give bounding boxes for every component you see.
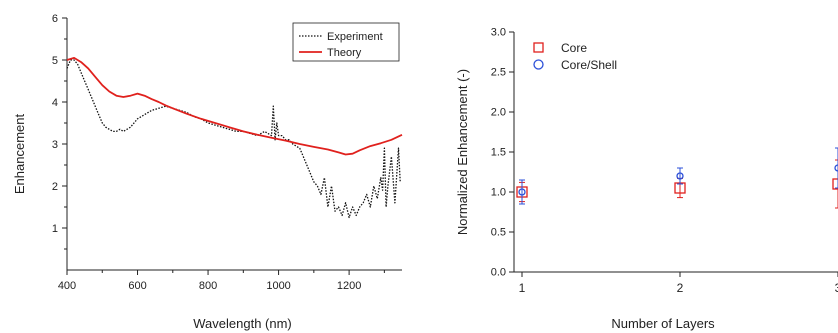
chart-b-x-tick-label: 2 xyxy=(677,281,684,295)
chart-a-x-axis-title: Wavelength (nm) xyxy=(193,316,292,331)
chart-a-y-tick-label: 4 xyxy=(52,97,58,109)
chart-b-x-tick-label: 1 xyxy=(519,281,526,295)
chart-a-legend-label-1: Theory xyxy=(327,47,362,59)
chart-b-legend-label-1: Core/Shell xyxy=(561,58,617,72)
chart-a-legend: Experiment Theory xyxy=(292,22,400,62)
chart-a-y-tick-label: 2 xyxy=(52,181,58,193)
chart-a-series-line-0 xyxy=(66,59,401,219)
chart-b-y-tick-label: 0.0 xyxy=(491,267,506,279)
chart-a-x-tick-label: 1000 xyxy=(266,280,290,292)
chart-b-y-tick-label: 3.0 xyxy=(491,27,506,39)
chart-a-series-line-1 xyxy=(66,57,403,156)
chart-b-point-core-shell xyxy=(676,172,684,180)
chart-b-x-axis-title: Number of Layers xyxy=(611,316,715,331)
chart-a-x-tick-label: 400 xyxy=(58,280,76,292)
chart-b-y-axis-title: Normalized Enhancement (-) xyxy=(455,69,470,235)
chart-a-x-tick-label: 800 xyxy=(199,280,217,292)
chart-b-y-tick-label: 0.5 xyxy=(491,227,506,239)
chart-b-legend-marker-core xyxy=(533,42,544,53)
chart-a-legend-box xyxy=(292,22,400,62)
chart-a-y-axis-title: Enhancement xyxy=(12,114,27,195)
chart-a-x-tick-label: 1200 xyxy=(337,280,361,292)
chart-b-point-core xyxy=(832,178,838,190)
chart-b-y-tick-label: 2.0 xyxy=(491,107,506,119)
chart-a-legend-label-0: Experiment xyxy=(327,31,383,43)
chart-b-x-tick-label: 3 xyxy=(835,281,838,295)
chart-a-y-tick-label: 6 xyxy=(52,13,58,25)
chart-a-x-tick-label: 600 xyxy=(128,280,146,292)
chart-a-y-tick-label: 3 xyxy=(52,139,58,151)
chart-a-y-tick-label: 1 xyxy=(52,223,58,235)
chart-b-point-core-shell xyxy=(518,188,526,196)
chart-b-y-tick-label: 2.5 xyxy=(491,67,506,79)
chart-b-legend-marker-core-shell xyxy=(533,59,544,70)
chart-b-y-tick-label: 1.5 xyxy=(491,147,506,159)
chart-b-legend: Core Core/Shell xyxy=(533,41,617,72)
chart-b-point-core-shell xyxy=(834,164,838,172)
chart-b-legend-label-0: Core xyxy=(561,41,587,55)
chart-a-y-tick-label: 5 xyxy=(52,55,58,67)
chart-a: 1 2 3 4 5 6 400 600 800 1000 1200 Wavelength (nm) En… xyxy=(12,13,403,331)
chart-b: 0.0 0.5 1.0 1.5 2.0 2.5 3.0 1 2 3 Number of Layers… xyxy=(455,27,838,331)
chart-b-y-tick-label: 1.0 xyxy=(491,187,506,199)
